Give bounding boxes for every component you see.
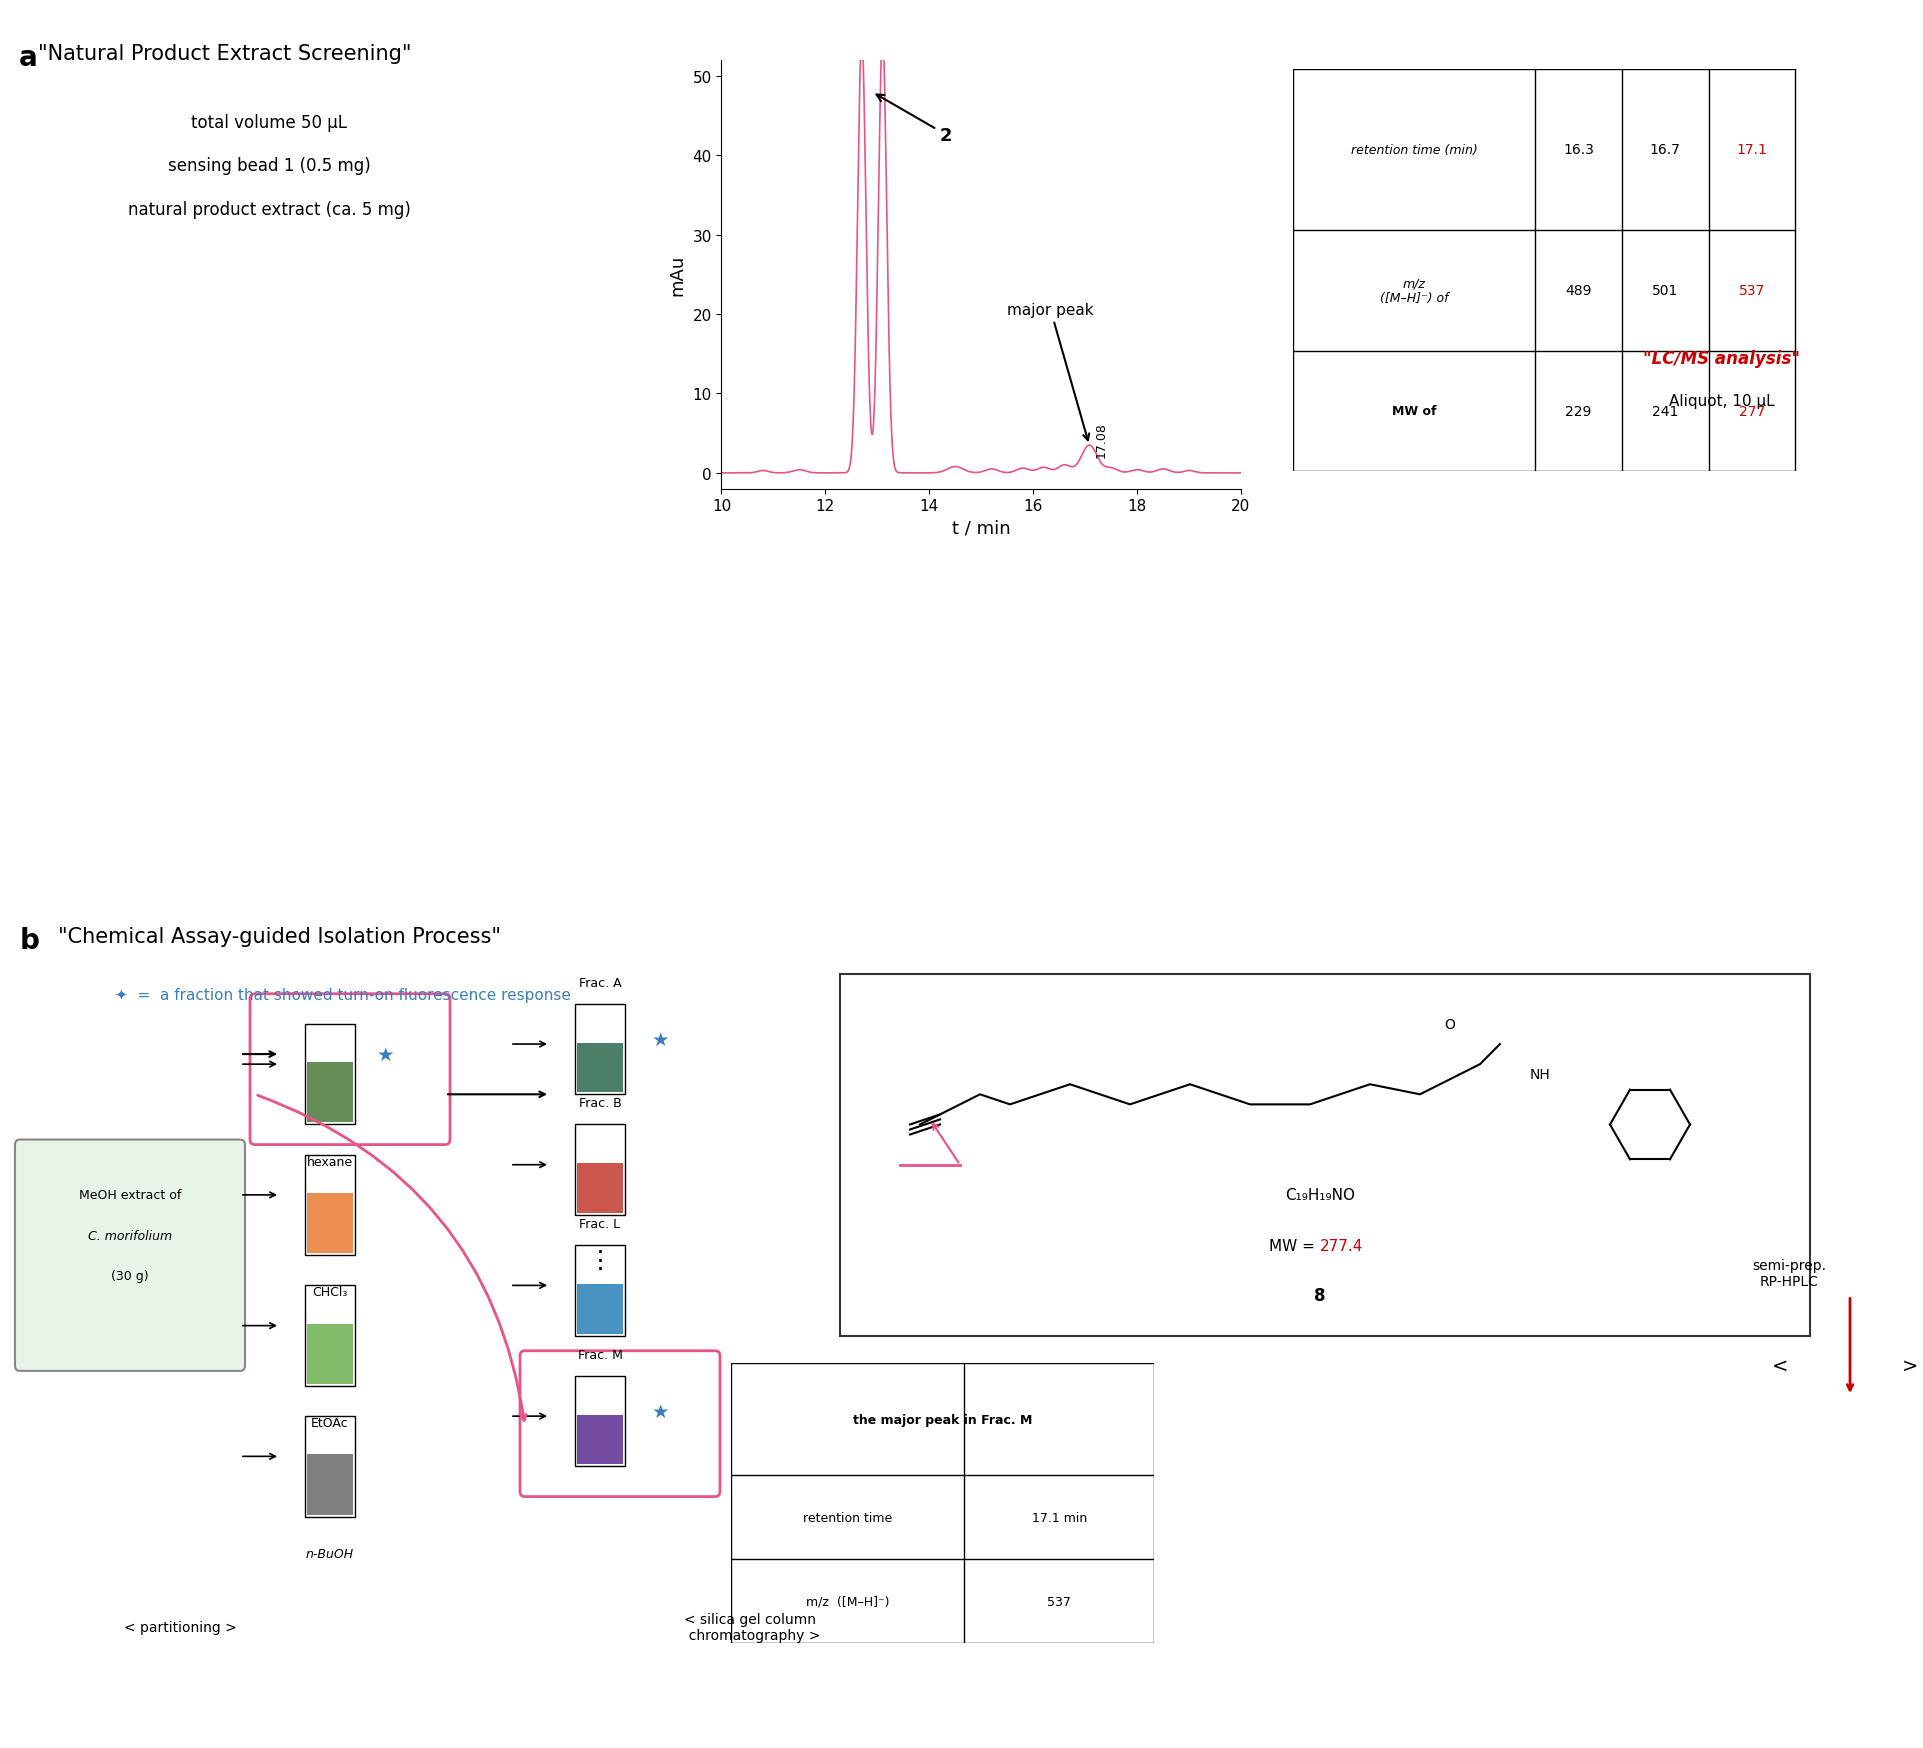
Text: Aliquot, 10 μL: Aliquot, 10 μL [1669, 393, 1773, 409]
Text: 277.4: 277.4 [1319, 1238, 1363, 1253]
Text: 17.1: 17.1 [1735, 143, 1767, 157]
Y-axis label: mAu: mAu [669, 255, 687, 295]
Text: <: < [1771, 1356, 1786, 1376]
Text: 2: 2 [877, 96, 952, 145]
Text: Frac. M: Frac. M [577, 1348, 623, 1362]
Text: b: b [19, 926, 38, 954]
Text: retention time: retention time [802, 1510, 892, 1524]
Bar [308, 1063, 352, 1122]
Text: ★: ★ [650, 1402, 669, 1421]
Text: 537: 537 [1738, 283, 1763, 299]
Text: MW of: MW of [1390, 406, 1436, 418]
Text: 501: 501 [1652, 283, 1677, 299]
Text: ✦  =  a fraction that showed turn-on fluorescence response: ✦ = a fraction that showed turn-on fluor… [115, 988, 571, 1003]
Text: 17.1 min: 17.1 min [1031, 1510, 1086, 1524]
Text: Frac. L: Frac. L [579, 1217, 621, 1231]
X-axis label: t / min: t / min [952, 519, 1010, 538]
Bar [306, 1287, 356, 1386]
Text: < partitioning >: < partitioning > [123, 1620, 237, 1634]
Text: CHCl₃: CHCl₃ [312, 1285, 348, 1299]
Bar [306, 1416, 356, 1517]
Text: MeOH extract of: MeOH extract of [79, 1189, 181, 1201]
Text: C. morifolium: C. morifolium [88, 1229, 171, 1241]
Text: Frac. B: Frac. B [579, 1096, 621, 1110]
Text: (30 g): (30 g) [112, 1269, 148, 1281]
Text: "LC/MS analysis": "LC/MS analysis" [1642, 350, 1800, 367]
Bar [577, 1414, 623, 1465]
Text: total volume 50 μL: total volume 50 μL [190, 114, 348, 131]
FancyBboxPatch shape [840, 974, 1810, 1335]
Bar [575, 1376, 625, 1467]
Bar [308, 1454, 352, 1516]
FancyBboxPatch shape [15, 1140, 244, 1370]
Text: hexane: hexane [308, 1155, 354, 1168]
Text: m/z  ([M–H]⁻): m/z ([M–H]⁻) [806, 1594, 888, 1608]
Bar [306, 1155, 356, 1255]
Text: 8: 8 [1313, 1287, 1325, 1304]
Text: 241: 241 [1652, 404, 1677, 420]
Bar [308, 1323, 352, 1384]
Text: >: > [1900, 1356, 1917, 1376]
Text: ★: ★ [650, 1030, 669, 1049]
Text: natural product extract (ca. 5 mg): natural product extract (ca. 5 mg) [127, 201, 412, 218]
Text: a: a [19, 44, 38, 72]
Text: semi-prep.
RP-HPLC: semi-prep. RP-HPLC [1752, 1259, 1825, 1288]
Text: Frac. A: Frac. A [579, 975, 621, 989]
Text: O: O [1444, 1017, 1454, 1031]
Text: NH: NH [1529, 1068, 1550, 1082]
Text: 537: 537 [1046, 1594, 1071, 1608]
Bar [577, 1285, 623, 1334]
Text: 17.08: 17.08 [1094, 421, 1106, 458]
Bar [575, 1245, 625, 1335]
Text: "Natural Product Extract Screening": "Natural Product Extract Screening" [38, 44, 412, 63]
Text: ★: ★ [377, 1045, 394, 1065]
Text: n-BuOH: n-BuOH [306, 1547, 354, 1559]
Text: retention time (min): retention time (min) [1350, 143, 1477, 157]
Text: 16.3: 16.3 [1561, 143, 1594, 157]
Text: m/z
([M–H]⁻) of: m/z ([M–H]⁻) of [1379, 276, 1448, 306]
Text: < silica gel column
  chromatography >: < silica gel column chromatography > [679, 1612, 819, 1643]
Text: sensing bead 1 (0.5 mg): sensing bead 1 (0.5 mg) [167, 157, 371, 175]
Bar [575, 1003, 625, 1094]
Bar [308, 1194, 352, 1253]
Text: MW =: MW = [1269, 1238, 1319, 1253]
Text: 16.7: 16.7 [1648, 143, 1681, 157]
Text: EtOAc: EtOAc [312, 1416, 348, 1430]
Text: ⋮: ⋮ [587, 1248, 612, 1273]
Text: the major peak in Frac. M: the major peak in Frac. M [852, 1412, 1033, 1426]
Text: 229: 229 [1565, 404, 1590, 420]
Text: major peak: major peak [1008, 302, 1094, 440]
Bar [577, 1044, 623, 1092]
Text: 277: 277 [1738, 404, 1763, 420]
Text: 489: 489 [1565, 283, 1590, 299]
Bar [306, 1024, 356, 1126]
Text: "Chemical Assay-guided Isolation Process": "Chemical Assay-guided Isolation Process… [58, 926, 500, 946]
Bar [575, 1126, 625, 1215]
Text: C₁₉H₁₉NO: C₁₉H₁₉NO [1285, 1187, 1354, 1203]
Bar [577, 1164, 623, 1213]
